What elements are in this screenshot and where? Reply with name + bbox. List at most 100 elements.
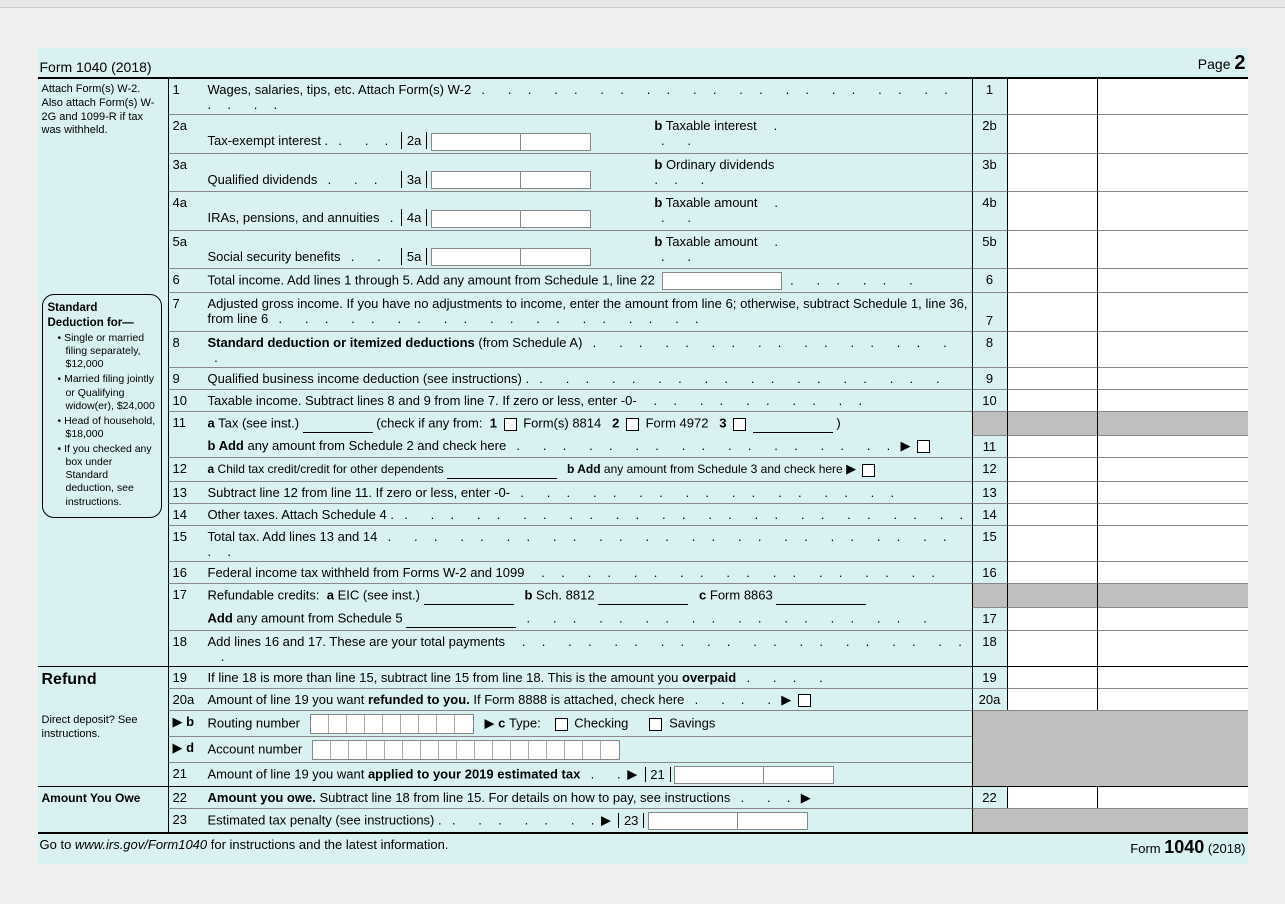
line-2b-rnum: 2b <box>972 114 1008 153</box>
line-3a-num: 3a <box>168 153 204 192</box>
check-8888[interactable] <box>798 694 811 707</box>
line-17a-input[interactable] <box>424 587 514 605</box>
line-16-amt[interactable] <box>1008 561 1098 583</box>
line-12-amt[interactable] <box>1008 457 1098 481</box>
line-21-desc: Amount of line 19 you want applied to yo… <box>204 762 972 786</box>
line-10-desc: Taxable income. Subtract lines 8 and 9 f… <box>204 389 972 411</box>
refund-label: Refund <box>38 666 168 710</box>
line-23-input[interactable] <box>648 812 808 830</box>
line-4b-cents[interactable] <box>1098 191 1248 230</box>
line-3b-cents[interactable] <box>1098 153 1248 192</box>
line-11a-amt-shade <box>1008 411 1098 435</box>
line-11-amt[interactable] <box>1008 435 1098 457</box>
line-19-cents[interactable] <box>1098 666 1248 688</box>
line-11-tax-input[interactable] <box>303 415 373 433</box>
line-12-cents[interactable] <box>1098 457 1248 481</box>
line-14-amt[interactable] <box>1008 503 1098 525</box>
line-6-cents[interactable] <box>1098 268 1248 292</box>
line-20a-amt[interactable] <box>1008 688 1098 710</box>
line-20a-rnum: 20a <box>972 688 1008 710</box>
routing-number-input[interactable] <box>310 714 474 734</box>
line-17b-input[interactable] <box>598 587 688 605</box>
line-8-amt[interactable] <box>1008 331 1098 367</box>
line-7-cents[interactable] <box>1098 292 1248 331</box>
account-number-input[interactable] <box>312 740 620 760</box>
line-3a-input[interactable] <box>431 171 591 189</box>
line-13-desc: Subtract line 12 from line 11. If zero o… <box>204 481 972 503</box>
line-1-amt[interactable] <box>1008 79 1098 114</box>
line-20d-desc: Account number <box>204 736 972 762</box>
line-2a-input[interactable] <box>431 133 591 151</box>
line-18-rnum: 18 <box>972 630 1008 666</box>
line-6-sched1-input[interactable] <box>662 272 782 290</box>
line-17c-input[interactable] <box>776 587 866 605</box>
line-22-amt[interactable] <box>1008 786 1098 808</box>
line-17-cents[interactable] <box>1098 607 1248 630</box>
line-6-desc: Total income. Add lines 1 through 5. Add… <box>204 268 972 292</box>
line-7-desc: Adjusted gross income. If you have no ad… <box>204 292 972 331</box>
line-13-amt[interactable] <box>1008 481 1098 503</box>
line-2b-cents[interactable] <box>1098 114 1248 153</box>
check-sched3[interactable] <box>862 464 875 477</box>
line-19-amt[interactable] <box>1008 666 1098 688</box>
line-4a-num: 4a <box>168 191 204 230</box>
line-5b-cents[interactable] <box>1098 230 1248 269</box>
line-11-num: 11 <box>168 411 204 457</box>
check-4972[interactable] <box>626 418 639 431</box>
line-23-shade <box>972 808 1248 832</box>
line-14-num: 14 <box>168 503 204 525</box>
check-11-3[interactable] <box>733 418 746 431</box>
line-10-cents[interactable] <box>1098 389 1248 411</box>
line-14-desc: Other taxes. Attach Schedule 4 . . . . .… <box>204 503 972 525</box>
line-10-amt[interactable] <box>1008 389 1098 411</box>
line-7-amt[interactable] <box>1008 292 1098 331</box>
line-22-cents[interactable] <box>1098 786 1248 808</box>
line-23-num: 23 <box>168 808 204 832</box>
line-16-cents[interactable] <box>1098 561 1248 583</box>
line-6-rnum: 6 <box>972 268 1008 292</box>
line-9-amt[interactable] <box>1008 367 1098 389</box>
line-11-3-input[interactable] <box>753 415 833 433</box>
arrow-icon: ▶ <box>601 813 611 828</box>
line-13-cents[interactable] <box>1098 481 1248 503</box>
line-4a-input[interactable] <box>431 210 591 228</box>
line-6-amt[interactable] <box>1008 268 1098 292</box>
arrow-icon: ▶ <box>846 461 856 476</box>
line-8-cents[interactable] <box>1098 331 1248 367</box>
line-15-num: 15 <box>168 525 204 561</box>
line-5b-amt[interactable] <box>1008 230 1098 269</box>
line-23-desc: Estimated tax penalty (see instructions)… <box>204 808 972 832</box>
line-17-amt[interactable] <box>1008 607 1098 630</box>
line-13-rnum: 13 <box>972 481 1008 503</box>
check-savings[interactable] <box>649 718 662 731</box>
line-4a-desc: IRAs, pensions, and annuities . 4a b Tax… <box>204 191 972 230</box>
line-4b-amt[interactable] <box>1008 191 1098 230</box>
line-17add-input[interactable] <box>406 610 516 628</box>
check-sched2[interactable] <box>917 440 930 453</box>
line-15-cents[interactable] <box>1098 525 1248 561</box>
line-18-amt[interactable] <box>1008 630 1098 666</box>
line-20a-num: 20a <box>168 688 204 710</box>
line-21-num: 21 <box>168 762 204 786</box>
line-18-cents[interactable] <box>1098 630 1248 666</box>
line-22-desc: Amount you owe. Subtract line 18 from li… <box>204 786 972 808</box>
line-2a-num: 2a <box>168 114 204 153</box>
line-21-input[interactable] <box>674 766 834 784</box>
line-20d-num: ▶ d <box>168 736 204 762</box>
line-1-cents[interactable] <box>1098 79 1248 114</box>
line-9-cents[interactable] <box>1098 367 1248 389</box>
line-15-amt[interactable] <box>1008 525 1098 561</box>
arrow-icon: ▶ <box>627 767 637 782</box>
check-8814[interactable] <box>504 418 517 431</box>
line-5a-input[interactable] <box>431 248 591 266</box>
check-checking[interactable] <box>555 718 568 731</box>
side-empty-18 <box>38 630 168 666</box>
line-5a-desc: Social security benefits . . 5a b Taxabl… <box>204 230 972 269</box>
arrow-icon: ▶ <box>901 438 911 453</box>
line-3b-amt[interactable] <box>1008 153 1098 192</box>
line-20a-cents[interactable] <box>1098 688 1248 710</box>
line-11-cents[interactable] <box>1098 435 1248 457</box>
line-14-cents[interactable] <box>1098 503 1248 525</box>
line-2b-amt[interactable] <box>1008 114 1098 153</box>
line-12a-input[interactable] <box>447 461 557 479</box>
